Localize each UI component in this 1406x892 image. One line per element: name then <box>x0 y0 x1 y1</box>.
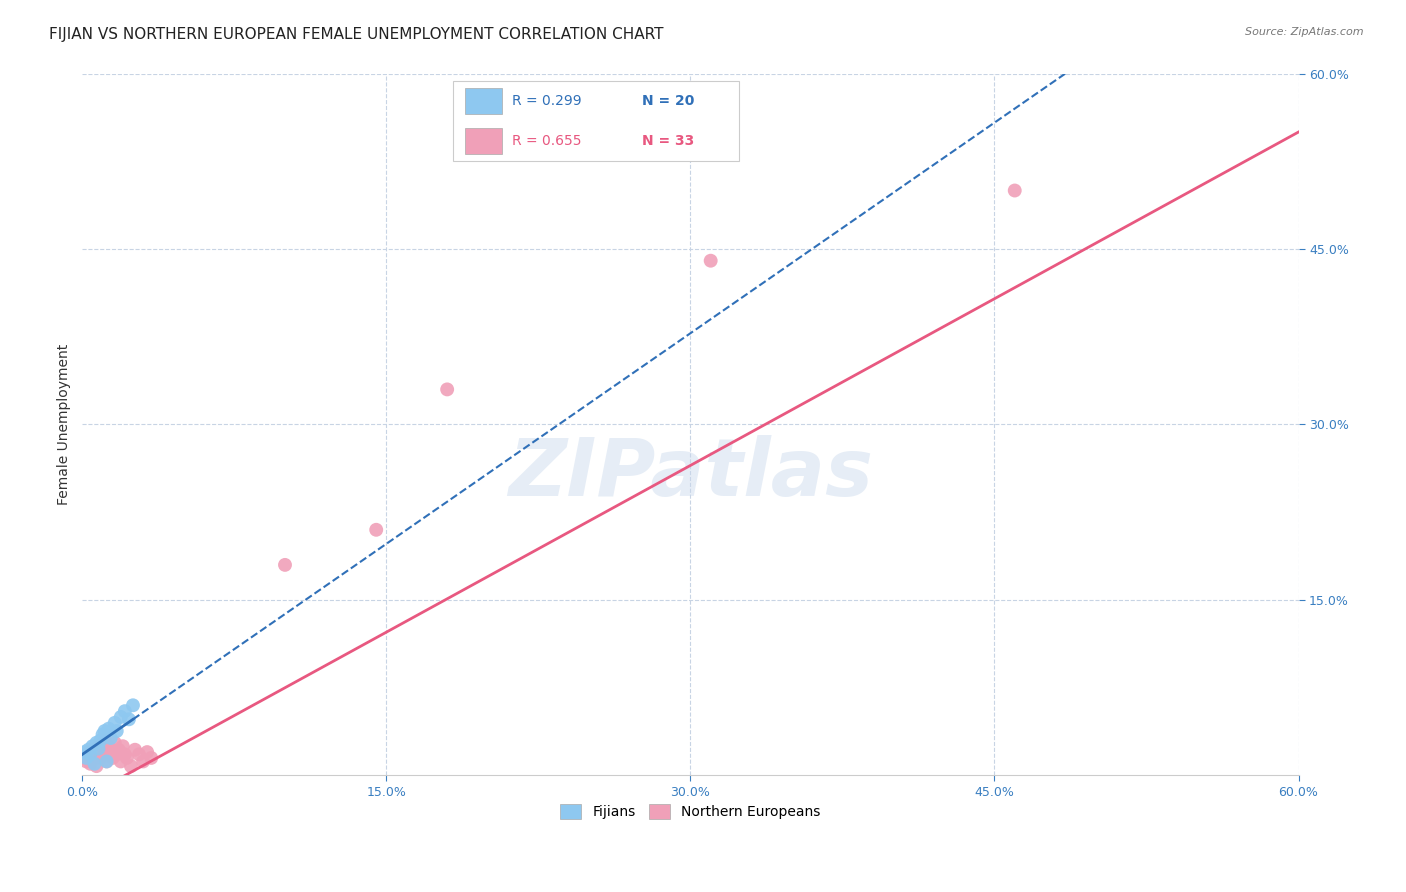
Point <box>77 745 100 759</box>
Point <box>77 743 100 757</box>
Text: N = 33: N = 33 <box>641 134 695 148</box>
Point <box>436 383 458 397</box>
Point <box>107 743 129 757</box>
Point <box>118 712 141 726</box>
Point <box>114 704 136 718</box>
Point <box>111 739 134 754</box>
Point <box>101 751 124 765</box>
Point <box>93 724 115 739</box>
Point <box>97 739 120 754</box>
Point <box>82 739 104 754</box>
Point <box>132 755 155 769</box>
Point <box>83 743 105 757</box>
Bar <box>465 128 502 154</box>
Point <box>120 759 142 773</box>
Point <box>104 736 127 750</box>
Point <box>97 722 120 736</box>
Point <box>110 755 132 769</box>
Bar <box>465 87 502 114</box>
Point <box>82 747 104 762</box>
Point <box>90 751 112 765</box>
Point <box>73 745 96 759</box>
Point <box>128 747 150 762</box>
Point <box>86 759 108 773</box>
Legend: Fijians, Northern Europeans: Fijians, Northern Europeans <box>554 798 827 825</box>
Point <box>75 751 97 765</box>
Text: FIJIAN VS NORTHERN EUROPEAN FEMALE UNEMPLOYMENT CORRELATION CHART: FIJIAN VS NORTHERN EUROPEAN FEMALE UNEMP… <box>49 27 664 42</box>
Point <box>79 756 101 771</box>
Text: R = 0.299: R = 0.299 <box>512 94 581 108</box>
Point <box>105 724 128 739</box>
Point <box>136 745 159 759</box>
Point <box>75 755 97 769</box>
Point <box>91 747 114 762</box>
Point <box>124 743 146 757</box>
Point <box>86 736 108 750</box>
Point <box>91 727 114 741</box>
Point <box>110 710 132 724</box>
Point <box>115 751 138 765</box>
Point <box>105 747 128 762</box>
Point <box>93 733 115 747</box>
Point <box>83 756 105 771</box>
Text: R = 0.655: R = 0.655 <box>512 134 581 148</box>
Point <box>366 523 388 537</box>
Point <box>141 751 163 765</box>
Point <box>104 715 127 730</box>
Point <box>100 745 122 759</box>
Point <box>114 747 136 762</box>
Text: N = 20: N = 20 <box>641 94 695 108</box>
Y-axis label: Female Unemployment: Female Unemployment <box>58 344 72 505</box>
Point <box>87 739 110 754</box>
Point <box>90 733 112 747</box>
Point <box>699 253 721 268</box>
Bar <box>453 80 740 161</box>
Text: ZIPatlas: ZIPatlas <box>508 434 873 513</box>
Point <box>73 751 96 765</box>
Point <box>96 755 118 769</box>
Point <box>274 558 297 572</box>
Point <box>87 741 110 756</box>
Point <box>96 755 118 769</box>
Point <box>1004 184 1026 198</box>
Point <box>122 698 145 713</box>
Point <box>79 747 101 762</box>
Text: Source: ZipAtlas.com: Source: ZipAtlas.com <box>1246 27 1364 37</box>
Point <box>100 731 122 745</box>
